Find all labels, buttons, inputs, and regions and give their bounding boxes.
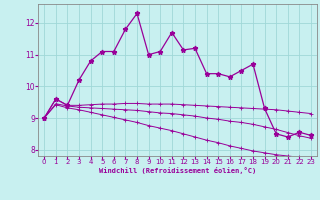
- X-axis label: Windchill (Refroidissement éolien,°C): Windchill (Refroidissement éolien,°C): [99, 167, 256, 174]
